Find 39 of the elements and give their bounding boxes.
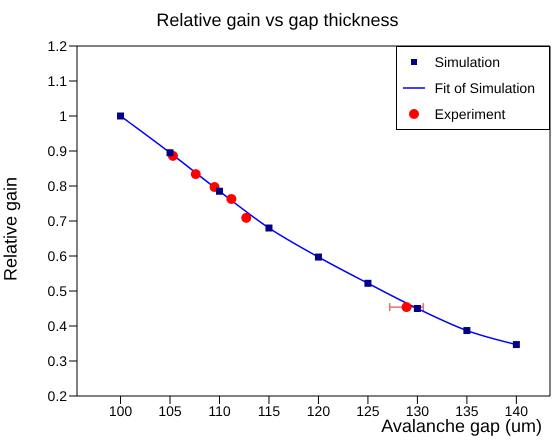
x-tick-label: 105 — [158, 402, 182, 419]
legend-label: Experiment — [434, 105, 506, 124]
y-tick-label: 0.7 — [48, 212, 68, 229]
y-tick-label: 0.6 — [48, 248, 68, 264]
point — [402, 302, 412, 312]
point — [241, 212, 252, 223]
x-tick-label: 125 — [356, 402, 380, 419]
x-tick-label: 110 — [208, 402, 231, 419]
point — [216, 188, 223, 195]
point — [166, 149, 174, 156]
x-axis-title: Avalanche gap (um) — [381, 416, 542, 436]
y-tick-label: 0.4 — [48, 318, 68, 334]
x-tick-label: 100 — [108, 402, 132, 419]
point — [265, 224, 272, 232]
legend-label: Fit of Simulation — [434, 79, 535, 98]
point — [414, 305, 421, 312]
point — [190, 169, 201, 180]
y-tick-label: 0.3 — [48, 352, 68, 369]
y-tick-label: 0.8 — [48, 178, 68, 194]
y-tick-label: 1 — [59, 108, 68, 124]
y-tick-label: 0.2 — [48, 388, 68, 404]
point — [117, 112, 124, 120]
chart-title: Relative gain vs gap thickness — [155, 10, 400, 31]
x-tick-label: 120 — [306, 402, 330, 419]
y-tick-label: 1.1 — [48, 72, 68, 89]
y-tick-label: 1.2 — [48, 38, 68, 54]
point — [512, 341, 520, 348]
y-tick-label: 0.5 — [48, 282, 68, 299]
point — [364, 280, 372, 287]
point — [226, 194, 236, 204]
point — [463, 327, 470, 334]
x-tick-label: 135 — [455, 402, 479, 419]
legend-label: Simulation — [434, 53, 500, 72]
x-tick-label: 115 — [258, 402, 280, 419]
y-tick-label: 0.9 — [48, 142, 68, 159]
y-axis-title: Relative gain — [0, 176, 20, 281]
x-tick-label: 140 — [504, 402, 528, 419]
point — [314, 254, 322, 261]
x-tick-label: 130 — [406, 402, 430, 419]
